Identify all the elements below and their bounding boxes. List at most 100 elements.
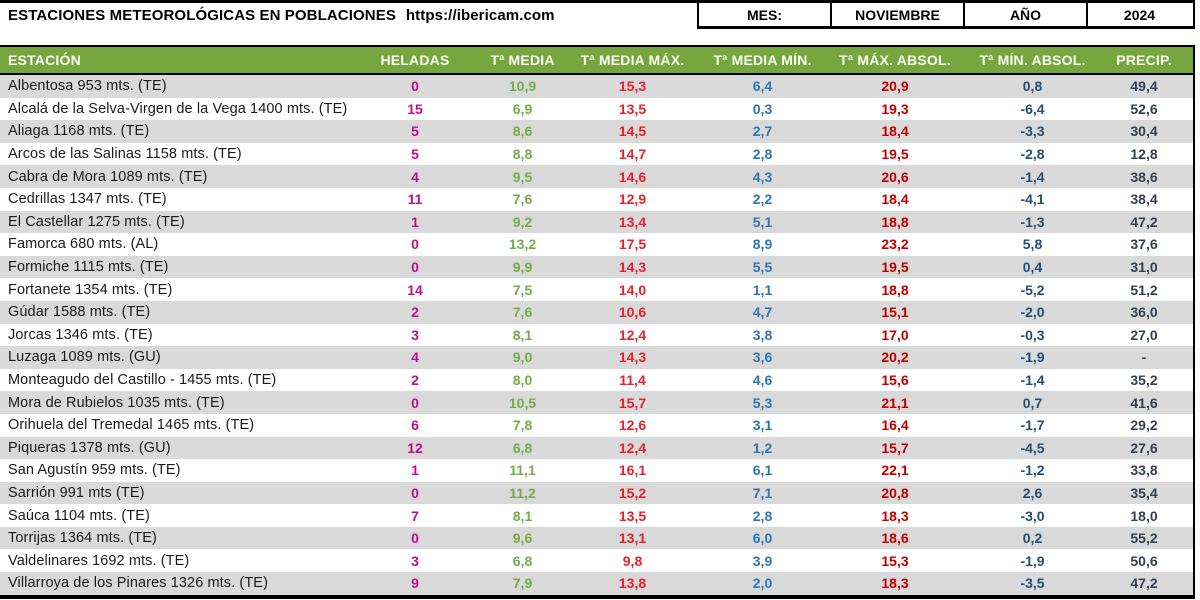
table-row: Valdelinares 1692 mts. (TE) 3 6,8 9,8 3,9 15,… xyxy=(0,549,1193,573)
weather-stations-table: ESTACIÓN HELADAS Tª MEDIA Tª MEDIA MÁX. Tª M… xyxy=(0,45,1195,599)
t_media-cell: 6,9 xyxy=(512,100,533,117)
table-row: Monteagudo del Castillo - 1455 mts. (TE)… xyxy=(0,368,1193,392)
precip-cell: 18,0 xyxy=(1130,507,1158,524)
precip-cell: 30,4 xyxy=(1130,123,1158,140)
t_max_absol-cell: 15,6 xyxy=(881,372,909,389)
month-label-cell: MES: xyxy=(747,6,782,23)
column-header-t_media: Tª MEDIA xyxy=(490,52,555,68)
table-row: Albentosa 953 mts. (TE) 0 10,9 15,3 6,4 20,9 0… xyxy=(0,75,1193,98)
t_min_absol-cell: 0,8 xyxy=(1022,78,1043,95)
precip-cell: 52,6 xyxy=(1130,100,1158,117)
precip-cell: 47,2 xyxy=(1130,575,1158,592)
t_max_absol-cell: 20,8 xyxy=(881,484,909,501)
t_max_absol-cell: 18,3 xyxy=(881,575,909,592)
station-cell: Jorcas 1346 mts. (TE) xyxy=(8,326,153,343)
t_media_max-cell: 15,2 xyxy=(618,484,647,501)
t_min_absol-cell: -1,7 xyxy=(1020,417,1045,434)
table-row: Alcalá de la Selva-Virgen de la Vega 140… xyxy=(0,97,1193,121)
t_media_min-cell: 6,1 xyxy=(752,462,773,479)
t_media_max-cell: 13,8 xyxy=(618,575,647,592)
t_max_absol-cell: 18,8 xyxy=(881,281,909,298)
t_media_min-cell: 3,1 xyxy=(752,417,773,434)
table-row: Luzaga 1089 mts. (GU) 4 9,0 14,3 3,6 20,2 -1,9… xyxy=(0,346,1193,369)
t_media_min-cell: 1,2 xyxy=(752,439,773,456)
t_max_absol-cell: 18,4 xyxy=(881,191,909,208)
station-cell: Mora de Rubielos 1035 mts. (TE) xyxy=(8,394,225,411)
t_media-cell: 8,1 xyxy=(512,326,533,343)
page-title-bar: ESTACIONES METEOROLÓGICAS EN POBLACIONES… xyxy=(8,7,555,24)
station-cell: Saúca 1104 mts. (TE) xyxy=(8,507,150,524)
t_max_absol-cell: 18,8 xyxy=(881,213,909,230)
year-label-cell: AÑO xyxy=(963,3,1086,26)
t_media_max-cell: 13,5 xyxy=(618,100,647,117)
station-cell: Piqueras 1378 mts. (GU) xyxy=(8,439,171,456)
table-row: Gúdar 1588 mts. (TE) 2 7,6 10,6 4,7 15,1 -2,0 3… xyxy=(0,300,1193,324)
table-row: Fortanete 1354 mts. (TE) 14 7,5 14,0 1,1 18,8… xyxy=(0,278,1193,301)
heladas-cell: 14 xyxy=(407,281,423,298)
t_max_absol-cell: 16,4 xyxy=(881,417,909,434)
t_media-cell: 8,0 xyxy=(512,372,533,389)
t_media-cell: 7,6 xyxy=(512,304,533,321)
t_media_max-cell: 11,4 xyxy=(619,372,646,389)
site-url-link[interactable]: https://ibericam.com xyxy=(405,7,555,24)
t_max_absol-cell: 22,1 xyxy=(881,462,909,479)
t_media-cell: 9,9 xyxy=(512,259,533,276)
station-cell: Formiche 1115 mts. (TE) xyxy=(8,259,169,276)
table-row: Sarrión 991 mts (TE) 0 11,2 15,2 7,1 20,8 2,6 3… xyxy=(0,481,1193,505)
t_media_max-cell: 17,5 xyxy=(618,236,647,253)
precip-cell: 35,4 xyxy=(1130,484,1158,501)
table-row: Famorca 680 mts. (AL) 0 13,2 17,5 8,9 23,2 5,8… xyxy=(0,233,1193,256)
heladas-cell: 5 xyxy=(411,123,419,140)
column-header-heladas: HELADAS xyxy=(380,52,450,68)
t_media_min-cell: 8,9 xyxy=(752,236,773,253)
heladas-cell: 0 xyxy=(411,236,419,253)
t_max_absol-cell: 17,0 xyxy=(881,326,909,343)
station-cell: Luzaga 1089 mts. (GU) xyxy=(8,349,161,366)
t_media-cell: 9,6 xyxy=(512,530,533,547)
t_media-cell: 9,0 xyxy=(512,349,533,366)
t_min_absol-cell: -3,0 xyxy=(1020,507,1045,524)
station-cell: Monteagudo del Castillo - 1455 mts. (TE) xyxy=(8,372,277,389)
month-value-cell: NOVIEMBRE xyxy=(830,3,963,26)
station-cell: Fortanete 1354 mts. (TE) xyxy=(8,281,173,298)
station-cell: Orihuela del Tremedal 1465 mts. (TE) xyxy=(8,417,255,434)
t_min_absol-cell: -4,5 xyxy=(1020,439,1045,456)
t_max_absol-cell: 15,1 xyxy=(881,304,909,321)
t_media-cell: 7,8 xyxy=(512,417,533,434)
column-header-t_media_min: Tª MEDIA MÍN. xyxy=(713,52,812,68)
column-header-precip: PRECIP. xyxy=(1116,52,1172,68)
station-cell: Albentosa 953 mts. (TE) xyxy=(8,78,167,95)
t_media_min-cell: 0,3 xyxy=(752,100,773,117)
t_media_max-cell: 15,3 xyxy=(618,78,647,95)
heladas-cell: 3 xyxy=(411,552,419,569)
table-row: Aliaga 1168 mts. (TE) 5 8,6 14,5 2,7 18,4 -3,3… xyxy=(0,120,1193,143)
t_max_absol-cell: 23,2 xyxy=(881,236,909,253)
heladas-cell: 11 xyxy=(407,191,423,208)
precip-cell: 31,0 xyxy=(1130,259,1158,276)
precip-cell: 49,4 xyxy=(1130,78,1158,95)
column-header-t_media_max: Tª MEDIA MÁX. xyxy=(580,52,685,68)
t_max_absol-cell: 21,1 xyxy=(881,394,909,411)
t_media_max-cell: 12,9 xyxy=(618,191,647,208)
t_media_max-cell: 14,3 xyxy=(618,259,647,276)
t_min_absol-cell: -1,9 xyxy=(1020,552,1045,569)
table-row: Mora de Rubielos 1035 mts. (TE) 0 10,5 15,7… xyxy=(0,391,1193,414)
t_min_absol-cell: -2,8 xyxy=(1020,146,1045,163)
station-cell: Gúdar 1588 mts. (TE) xyxy=(8,304,151,321)
heladas-cell: 2 xyxy=(411,304,419,321)
t_media_min-cell: 2,7 xyxy=(752,123,773,140)
t_media-cell: 11,1 xyxy=(509,462,536,479)
t_media_min-cell: 6,0 xyxy=(752,530,773,547)
t_min_absol-cell: -3,3 xyxy=(1020,123,1045,140)
t_media_min-cell: 1,1 xyxy=(752,281,773,298)
station-cell: Aliaga 1168 mts. (TE) xyxy=(8,123,150,140)
t_media-cell: 8,8 xyxy=(512,146,533,163)
table-row: Orihuela del Tremedal 1465 mts. (TE) 6 7,8… xyxy=(0,413,1193,437)
precip-cell: 12,8 xyxy=(1130,146,1158,163)
table-row: Villarroya de los Pinares 1326 mts. (TE)… xyxy=(0,572,1193,595)
t_min_absol-cell: -3,5 xyxy=(1020,575,1045,592)
t_media-cell: 13,2 xyxy=(508,236,537,253)
precip-cell: 38,6 xyxy=(1130,168,1158,185)
t_media_min-cell: 5,1 xyxy=(752,213,773,230)
heladas-cell: 4 xyxy=(411,349,419,366)
